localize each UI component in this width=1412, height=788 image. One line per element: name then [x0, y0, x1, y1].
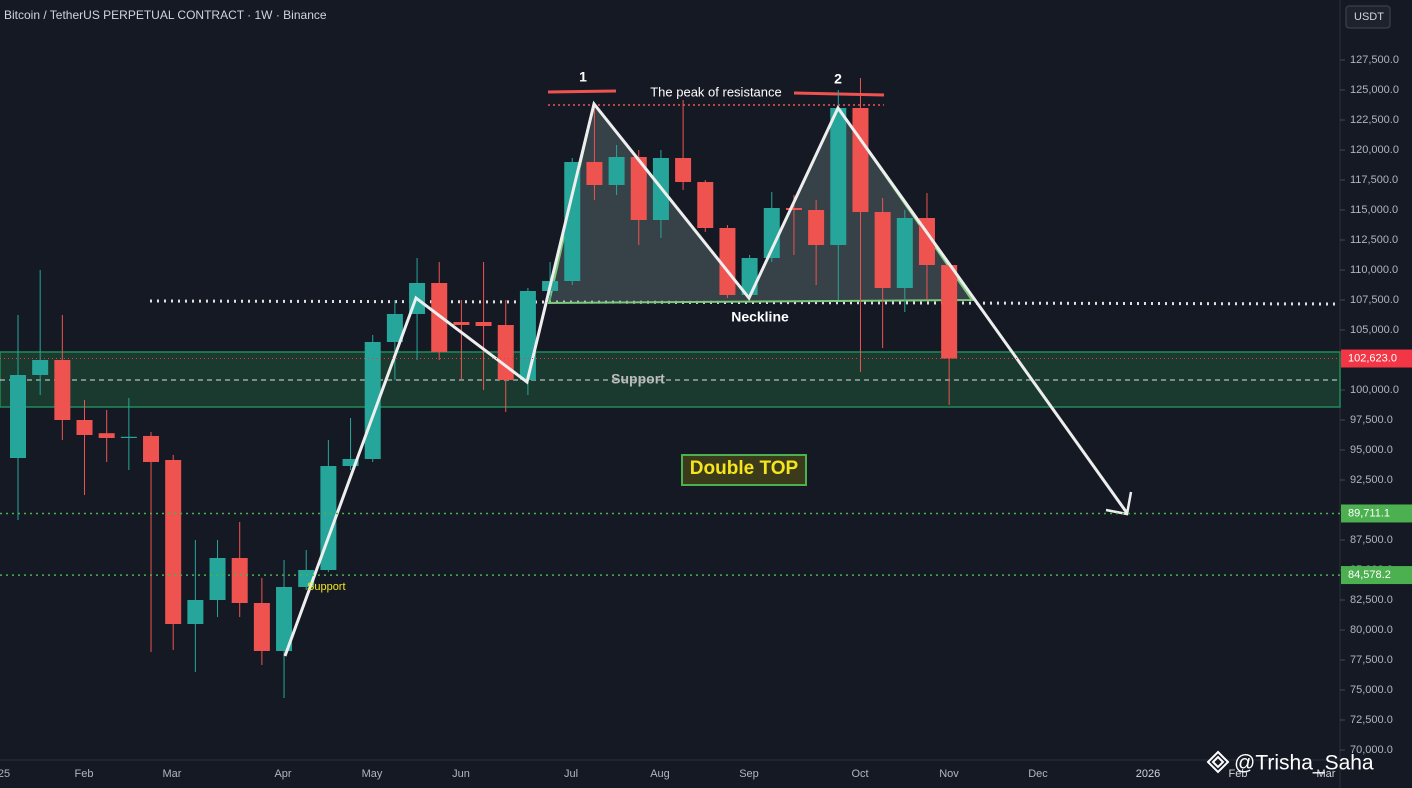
annotation: 1 [579, 69, 587, 85]
candle-body [253, 603, 270, 652]
annotation: @Trisha_Saha [1234, 752, 1374, 775]
candle-body [719, 228, 736, 295]
x-tick-label: 2026 [1136, 768, 1160, 780]
candle-body [918, 218, 935, 265]
annotation: Neckline [731, 309, 789, 325]
candle-body [497, 324, 514, 381]
candle-body [453, 321, 470, 325]
candle-body [276, 587, 293, 652]
candle-body [342, 459, 359, 466]
y-tick-label: 122,500.0 [1350, 114, 1399, 126]
x-tick-label: May [362, 768, 383, 780]
price-label-box [1341, 566, 1412, 585]
candle-body [586, 162, 603, 186]
y-tick-label: 115,000.0 [1350, 204, 1398, 216]
candle-body [320, 465, 337, 571]
candle-body [386, 314, 403, 343]
double-top-box [681, 454, 807, 486]
x-tick-label: Mar [163, 768, 182, 780]
candle-body [519, 291, 536, 381]
y-tick-label: 82,500.0 [1350, 594, 1393, 606]
y-tick-label: 87,500.0 [1350, 534, 1393, 546]
price-label: 84,578.2 [1348, 569, 1391, 581]
x-tick-label: Oct [851, 768, 868, 780]
watermark-icon [1206, 750, 1230, 774]
price-label-box [1341, 504, 1412, 523]
y-tick-label: 127,500.0 [1350, 54, 1399, 66]
x-tick-label: Sep [739, 768, 759, 780]
x-tick-label: Jun [452, 768, 470, 780]
candle-body [98, 433, 115, 439]
x-tick-label: Jul [564, 768, 578, 780]
annotation: The peak of resistance [650, 84, 782, 99]
y-tick-label: 77,500.0 [1350, 654, 1393, 666]
candle-body [120, 436, 137, 439]
price-label: 89,711.1 [1348, 507, 1390, 519]
y-tick-label: 70,000.0 [1350, 744, 1393, 756]
annotation: 2 [834, 71, 842, 87]
y-tick-label: 80,000.0 [1350, 624, 1393, 636]
candle-body [10, 375, 26, 459]
annotation: Support [611, 371, 665, 387]
y-tick-label: 125,000.0 [1350, 84, 1399, 96]
annotation: Support [307, 581, 346, 593]
candle-body [852, 108, 869, 213]
y-tick-label: 105,000.0 [1350, 324, 1399, 336]
projection-path [283, 100, 1129, 657]
candle-body [475, 321, 492, 327]
y-tick-label: 110,000.0 [1350, 264, 1398, 276]
candle-body [209, 558, 226, 601]
x-tick-label: Mar [1317, 768, 1336, 780]
y-tick-label: 107,500.0 [1350, 294, 1399, 306]
candle-body [608, 156, 625, 186]
price-label: 102,623.0 [1348, 352, 1397, 364]
y-tick-label: 117,500.0 [1350, 174, 1398, 186]
x-tick-label: Apr [274, 768, 291, 780]
candle-body [941, 264, 958, 359]
candle-body [231, 558, 248, 604]
resistance-mark [793, 91, 885, 97]
candle-body [697, 182, 714, 229]
candle-body [143, 435, 160, 463]
x-tick-label: Feb [1229, 768, 1248, 780]
y-tick-label: 75,000.0 [1350, 684, 1393, 696]
y-tick-label: 95,000.0 [1350, 444, 1393, 456]
candle-body [896, 218, 913, 289]
x-tick-label: 25 [0, 768, 10, 780]
x-tick-label: Aug [650, 768, 670, 780]
candle-body [675, 158, 692, 183]
price-label-box [1341, 349, 1412, 368]
x-tick-label: Dec [1028, 768, 1048, 780]
x-tick-label: Feb [75, 768, 94, 780]
candle-body [874, 212, 891, 289]
candle-body [187, 600, 204, 625]
candle-body [431, 282, 448, 352]
currency: USDT [1354, 11, 1384, 23]
candle-body [785, 207, 802, 211]
resistance-mark [547, 89, 617, 94]
candle-body [76, 420, 93, 436]
y-tick-label: 92,500.0 [1350, 474, 1393, 486]
y-tick-label: 72,500.0 [1350, 714, 1393, 726]
y-tick-label: 120,000.0 [1350, 144, 1399, 156]
candle-body [808, 210, 825, 246]
candle-body [830, 108, 847, 246]
candle-body [564, 162, 581, 282]
x-tick-label: Nov [939, 768, 959, 780]
currency-box [1345, 5, 1391, 29]
candle-body [630, 156, 647, 220]
chart-title: Bitcoin / TetherUS PERPETUAL CONTRACT · … [4, 8, 327, 22]
y-tick-label: 97,500.0 [1350, 414, 1393, 426]
y-tick-label: 100,000.0 [1350, 384, 1399, 396]
arrow-head [1105, 491, 1133, 516]
candle-body [165, 459, 182, 625]
y-tick-label: 112,500.0 [1350, 234, 1398, 246]
candle-body [763, 207, 780, 259]
candle-body [54, 360, 71, 421]
annotation: Double TOP [690, 458, 799, 479]
candle-body [32, 360, 49, 376]
